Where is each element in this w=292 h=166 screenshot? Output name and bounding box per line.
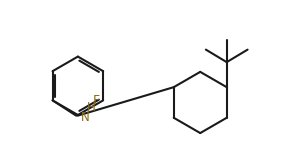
Text: H: H (87, 101, 96, 114)
Text: N: N (81, 111, 90, 124)
Text: F: F (92, 94, 100, 107)
